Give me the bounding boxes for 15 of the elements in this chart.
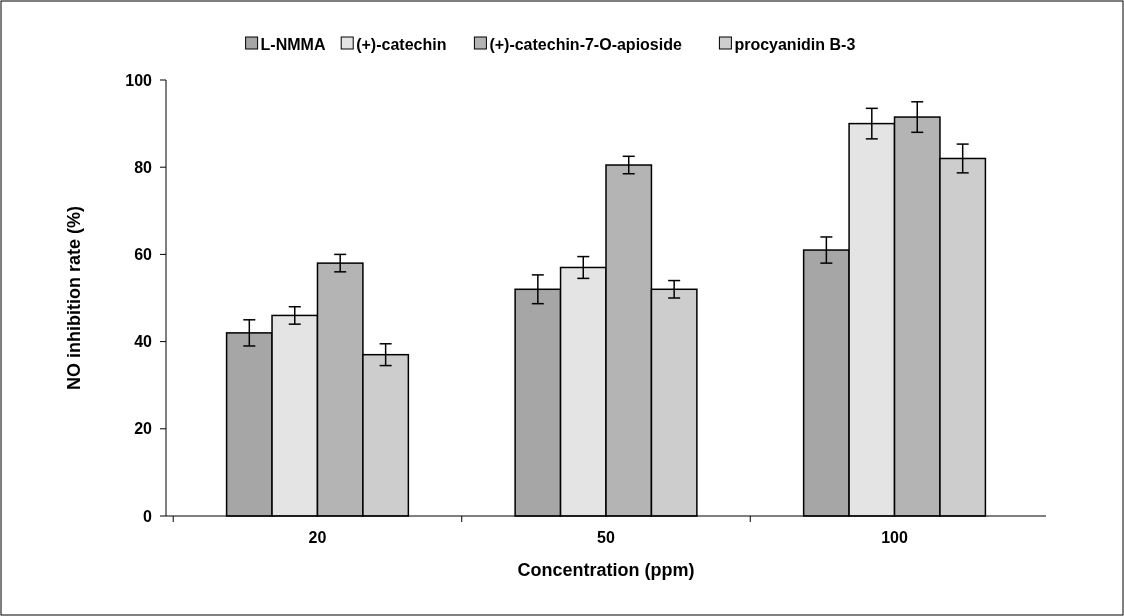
x-tick-label: 100: [881, 529, 908, 546]
y-axis-title: NO inhibition rate (%): [64, 206, 84, 390]
legend-label: L-NMMA: [260, 35, 326, 53]
y-tick-label: 20: [134, 420, 153, 438]
y-tick-label: 80: [134, 158, 153, 176]
y-tick-label: 40: [134, 333, 153, 351]
x-axis-title: Concentration (ppm): [517, 560, 695, 580]
y-tick-label: 0: [143, 507, 153, 525]
y-tick-label: 100: [125, 71, 153, 89]
legend-label: procyanidin B-3: [734, 35, 856, 53]
x-tick-label: 20: [308, 529, 327, 546]
legend-label: (+)-catechin: [356, 35, 447, 53]
y-tick-label: 60: [134, 246, 153, 263]
legend-label: (+)-catechin-7-O-apioside: [489, 35, 682, 53]
x-tick-label: 50: [597, 529, 615, 546]
